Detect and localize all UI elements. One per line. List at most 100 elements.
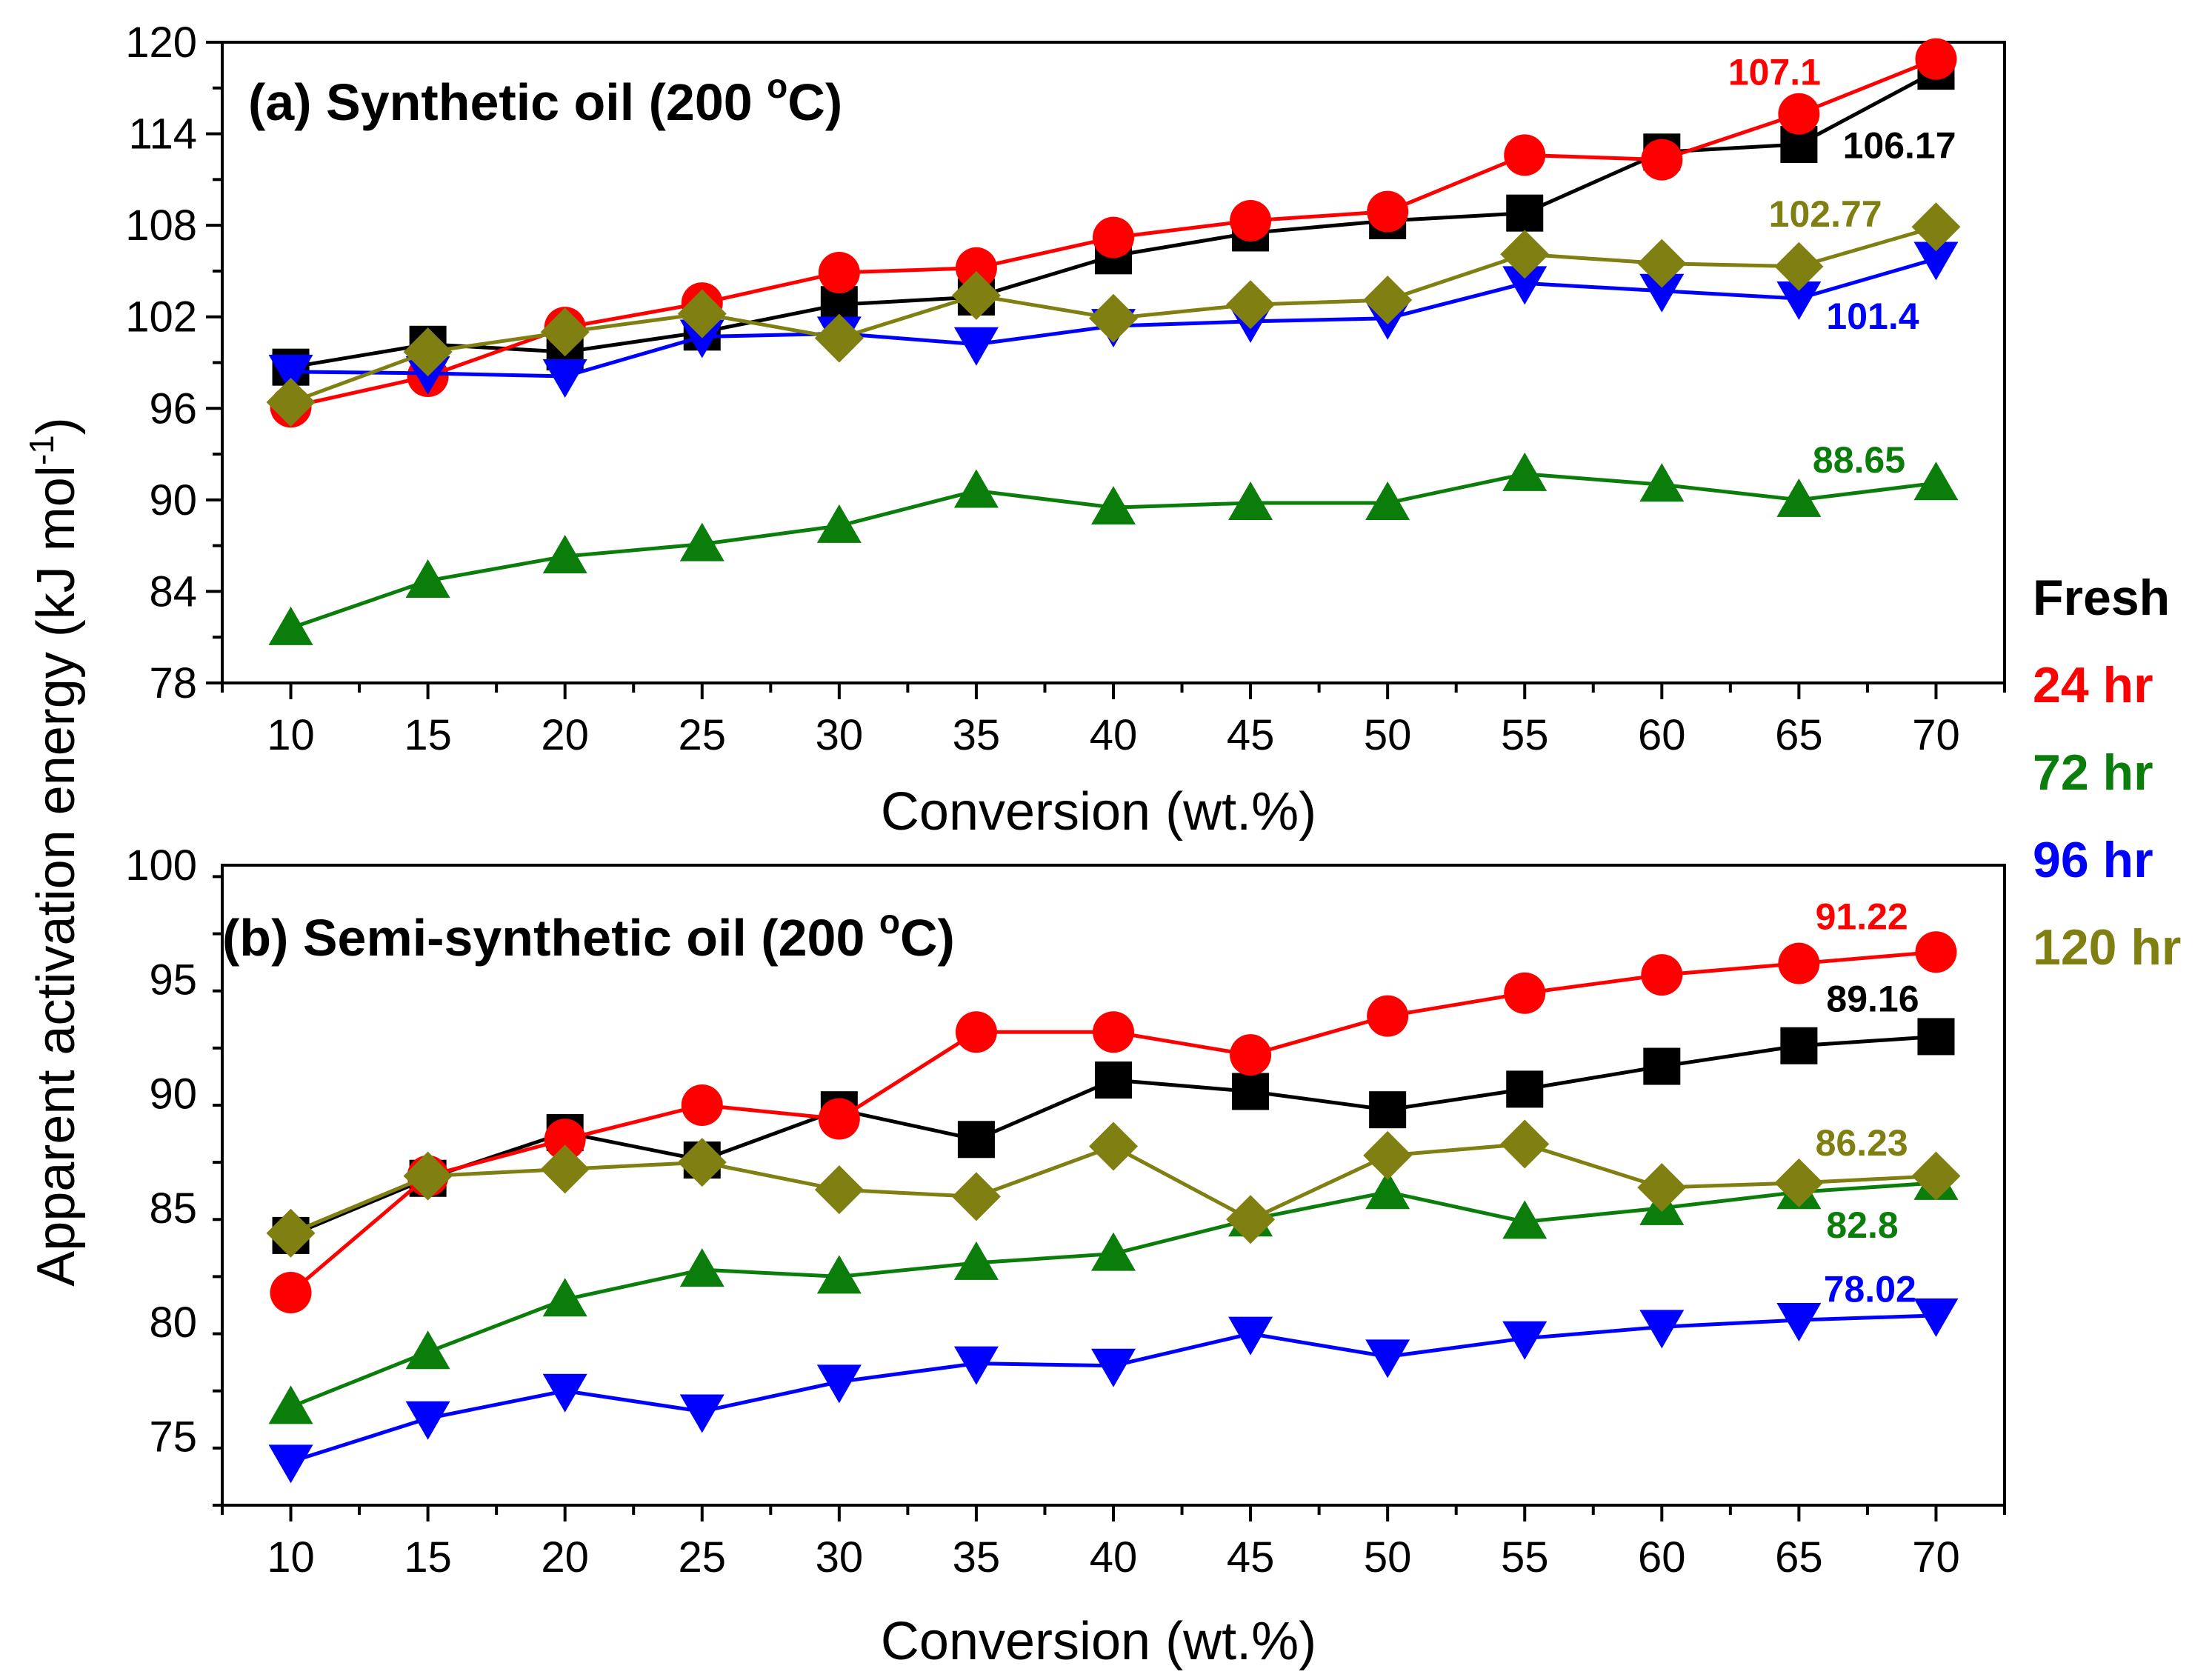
x-tick-label: 20 bbox=[541, 1533, 589, 1581]
legend-item-fresh: Fresh bbox=[2033, 570, 2170, 626]
x-tick-label: 45 bbox=[1227, 711, 1275, 759]
x-tick-label: 50 bbox=[1364, 711, 1412, 759]
y-axis-title-text: Apparent activation energy (kJ mol-1) bbox=[22, 417, 86, 1286]
x-tick-label: 65 bbox=[1775, 1533, 1823, 1581]
series-h96-point bbox=[1639, 273, 1685, 313]
series-h72-point bbox=[679, 1248, 724, 1287]
x-tick-label: 25 bbox=[679, 1533, 727, 1581]
series-h72-point bbox=[953, 469, 999, 508]
series-fresh-point bbox=[1643, 1047, 1681, 1085]
series-h24-point bbox=[818, 1098, 860, 1140]
series-h96-point bbox=[268, 1444, 313, 1484]
series-h96-point bbox=[1776, 1303, 1822, 1342]
series-h120-point bbox=[266, 378, 316, 427]
legend-item-h24: 24 hr bbox=[2033, 657, 2153, 713]
series-h120-point bbox=[1500, 230, 1550, 279]
y-tick-label: 114 bbox=[129, 110, 197, 159]
series-h120 bbox=[266, 202, 1961, 427]
series-h96-point bbox=[1776, 281, 1822, 320]
series-fresh-point bbox=[1780, 1027, 1818, 1064]
series-h120-point bbox=[951, 270, 1001, 320]
x-tick-label: 60 bbox=[1638, 711, 1686, 759]
series-h72-point bbox=[1365, 1170, 1410, 1210]
series-h24-point bbox=[1367, 995, 1409, 1037]
series-h24-point bbox=[1504, 134, 1546, 176]
x-tick-label: 70 bbox=[1912, 1533, 1960, 1581]
series-h120-point bbox=[1089, 293, 1138, 343]
x-tick-label: 10 bbox=[267, 711, 315, 759]
series-h96-point bbox=[1365, 1339, 1410, 1379]
series-h96-point bbox=[268, 354, 313, 393]
data-label-h96: 78.02 bbox=[1824, 1268, 1916, 1310]
data-label-h24: 107.1 bbox=[1728, 52, 1821, 93]
series-h72-point bbox=[268, 1385, 313, 1424]
y-axis-title-superscript: -1 bbox=[22, 435, 61, 465]
x-tick-label: 55 bbox=[1501, 1533, 1549, 1581]
series-fresh-point bbox=[1095, 1061, 1132, 1099]
x-tick-label: 40 bbox=[1090, 711, 1138, 759]
series-h24-point bbox=[1778, 93, 1820, 135]
series-h72-point bbox=[542, 535, 587, 574]
series-h120-point bbox=[1637, 239, 1687, 288]
series-h120 bbox=[266, 1119, 1961, 1258]
series-h96-point bbox=[1091, 1348, 1136, 1387]
x-tick-label: 30 bbox=[816, 1533, 864, 1581]
series-h24-point bbox=[1504, 972, 1546, 1014]
x-tick-label: 45 bbox=[1227, 1533, 1275, 1581]
series-h24-point bbox=[1230, 199, 1272, 241]
y-axis-title-end: ) bbox=[27, 417, 86, 435]
series-h120-point bbox=[677, 289, 727, 339]
series-h72-point bbox=[1502, 452, 1548, 491]
series-h120-point bbox=[677, 1138, 727, 1187]
series-h120-point bbox=[1911, 202, 1961, 252]
series-h72-point bbox=[953, 1241, 999, 1280]
y-tick-label: 85 bbox=[149, 1184, 197, 1233]
x-tick-label: 60 bbox=[1638, 1533, 1686, 1581]
panel-a-x-axis-title: Conversion (wt.%) bbox=[881, 782, 1316, 841]
series-fresh-point bbox=[1917, 1018, 1955, 1056]
y-tick-label: 90 bbox=[149, 1070, 197, 1119]
series-h72-point bbox=[816, 504, 862, 543]
panel-b-title: (b) Semi-synthetic oil (200 oC) bbox=[222, 902, 955, 967]
y-tick-label: 78 bbox=[149, 659, 197, 707]
x-tick-label: 35 bbox=[953, 1533, 1001, 1581]
series-h72-point bbox=[1913, 461, 1959, 501]
data-label-h120: 102.77 bbox=[1769, 193, 1882, 235]
series-h24-point bbox=[955, 1011, 997, 1053]
x-tick-label: 10 bbox=[267, 1533, 315, 1581]
series-h72-point bbox=[1502, 1200, 1548, 1239]
series-h72-point bbox=[405, 559, 450, 599]
series-fresh-point bbox=[1506, 1070, 1544, 1108]
series-h24-point bbox=[1915, 38, 1957, 80]
data-label-fresh: 106.17 bbox=[1843, 125, 1956, 167]
series-h96-point bbox=[542, 1373, 587, 1413]
series-h96-point bbox=[1913, 1298, 1959, 1337]
legend-item-h96: 96 hr bbox=[2033, 832, 2153, 888]
series-h72 bbox=[268, 452, 1959, 645]
series-h24-point bbox=[544, 1119, 586, 1161]
series-h120-point bbox=[814, 313, 864, 363]
x-tick-label: 20 bbox=[541, 711, 589, 759]
series-h24-point bbox=[1915, 931, 1957, 973]
series-h96-point bbox=[1502, 1321, 1548, 1360]
series-h24-point bbox=[270, 1272, 312, 1314]
series-h96 bbox=[268, 1298, 1959, 1484]
y-tick-label: 102 bbox=[125, 293, 197, 341]
x-tick-label: 30 bbox=[816, 711, 864, 759]
x-tick-label: 25 bbox=[679, 711, 727, 759]
data-label-h72: 88.65 bbox=[1813, 439, 1905, 481]
series-h72-point bbox=[679, 522, 724, 561]
series-h120-point bbox=[814, 1165, 864, 1215]
x-tick-label: 55 bbox=[1501, 711, 1549, 759]
series-h72-point bbox=[1091, 1232, 1136, 1271]
series-h120-point bbox=[1774, 1158, 1824, 1207]
y-tick-label: 90 bbox=[149, 476, 197, 524]
series-h72-point bbox=[1776, 478, 1822, 517]
y-tick-label: 108 bbox=[125, 201, 197, 250]
series-h72-point bbox=[542, 1278, 587, 1317]
series-h72-point bbox=[1091, 486, 1136, 525]
y-tick-label: 96 bbox=[149, 384, 197, 433]
x-tick-label: 50 bbox=[1364, 1533, 1412, 1581]
y-tick-label: 95 bbox=[149, 956, 197, 1004]
x-tick-label: 15 bbox=[404, 1533, 452, 1581]
